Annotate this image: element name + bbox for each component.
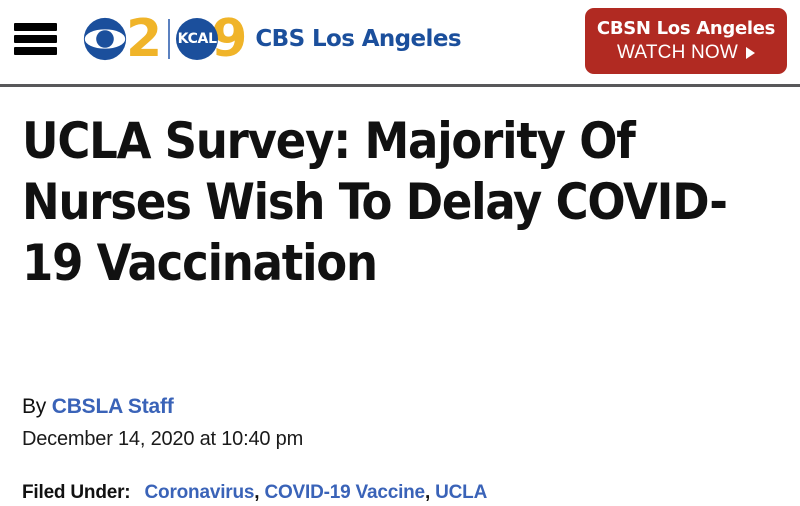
page-title: UCLA Survey: Majority Of Nurses Wish To …: [22, 112, 728, 292]
byline-author-link[interactable]: CBSLA Staff: [51, 395, 174, 418]
hamburger-menu-icon[interactable]: [14, 23, 57, 55]
hamburger-bar-3: [14, 47, 57, 55]
kcal-logo-group: KCAL 9: [176, 13, 247, 65]
hamburger-bar-2: [14, 35, 57, 43]
tag-link-ucla[interactable]: UCLA: [435, 482, 488, 503]
article-body: UCLA Survey: Majority Of Nurses Wish To …: [0, 85, 800, 506]
channel-2-number: 2: [126, 9, 162, 69]
tag-separator-2: ,: [424, 482, 431, 503]
cbsn-promo-action: WATCH NOW: [616, 41, 756, 65]
byline: By CBSLA Staff: [22, 392, 778, 422]
hamburger-bar-1: [14, 23, 57, 31]
site-logo[interactable]: 2 KCAL 9 CBS Los Angeles: [83, 9, 462, 69]
header-inner: 2 KCAL 9 CBS Los Angeles: [0, 0, 800, 78]
byline-prefix: By: [22, 395, 47, 418]
header-divider: [0, 84, 800, 87]
publish-timestamp: December 14, 2020 at 10:40 pm: [22, 428, 304, 450]
cbsn-watch-now-banner[interactable]: CBSN Los Angeles WATCH NOW: [585, 8, 787, 74]
tag-link-coronavirus[interactable]: Coronavirus: [144, 482, 255, 503]
filed-under: Filed Under: Coronavirus, COVID-19 Vacci…: [22, 480, 778, 506]
site-header: 2 KCAL 9 CBS Los Angeles CBSN Los Angele…: [0, 0, 800, 87]
tag-separator-1: ,: [254, 482, 260, 503]
network-name: CBS Los Angeles: [255, 26, 461, 52]
cbsn-promo-title: CBSN Los Angeles: [596, 18, 776, 39]
play-caret-icon: [746, 47, 756, 59]
kcal-badge: KCAL: [176, 18, 219, 60]
cbs-eye-icon: [83, 17, 127, 61]
tag-link-covid-19-vaccine[interactable]: COVID-19 Vaccine: [264, 482, 425, 503]
cbsn-promo-action-label: WATCH NOW: [616, 42, 739, 63]
logo-divider: [168, 19, 171, 59]
filed-under-label: Filed Under:: [22, 482, 131, 503]
